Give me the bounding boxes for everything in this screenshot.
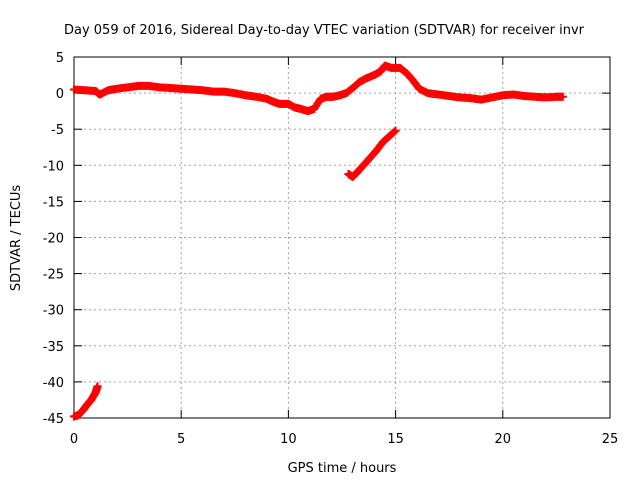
data-point bbox=[93, 382, 102, 391]
y-tick-label: -25 bbox=[43, 268, 64, 283]
y-axis-label: SDTVAR / TECUs bbox=[9, 185, 24, 292]
series-arc-0h bbox=[70, 382, 102, 421]
x-tick-label: 5 bbox=[177, 432, 185, 447]
data-points bbox=[70, 61, 567, 421]
y-tick-label: -5 bbox=[51, 123, 64, 138]
chart-title: Day 059 of 2016, Sidereal Day-to-day VTE… bbox=[64, 23, 585, 38]
x-tick-label: 0 bbox=[70, 432, 78, 447]
y-tick-label: -15 bbox=[43, 195, 64, 210]
x-axis-label: GPS time / hours bbox=[288, 461, 397, 476]
y-tick-label: -20 bbox=[43, 232, 64, 247]
x-tick-label: 15 bbox=[387, 432, 404, 447]
gridlines bbox=[74, 57, 610, 418]
series-main bbox=[70, 61, 567, 116]
data-point bbox=[391, 126, 400, 135]
y-tick-label: -30 bbox=[43, 304, 64, 319]
y-tick-label: -40 bbox=[43, 376, 64, 391]
x-tick-labels: 0 5 10 15 20 25 bbox=[70, 432, 618, 447]
y-tick-label: -10 bbox=[43, 159, 64, 174]
data-point bbox=[558, 92, 567, 101]
x-tick-label: 10 bbox=[280, 432, 297, 447]
series-arc-13h bbox=[344, 126, 400, 181]
x-tick-label: 20 bbox=[495, 432, 512, 447]
x-tick-label: 25 bbox=[602, 432, 619, 447]
y-tick-labels: 5 0 -5 -10 -15 -20 -25 -30 -35 -40 -45 bbox=[43, 51, 64, 427]
y-tick-label: -35 bbox=[43, 340, 64, 355]
y-tick-label: 5 bbox=[56, 51, 64, 66]
y-tick-label: -45 bbox=[43, 412, 64, 427]
y-tick-label: 0 bbox=[56, 87, 64, 102]
